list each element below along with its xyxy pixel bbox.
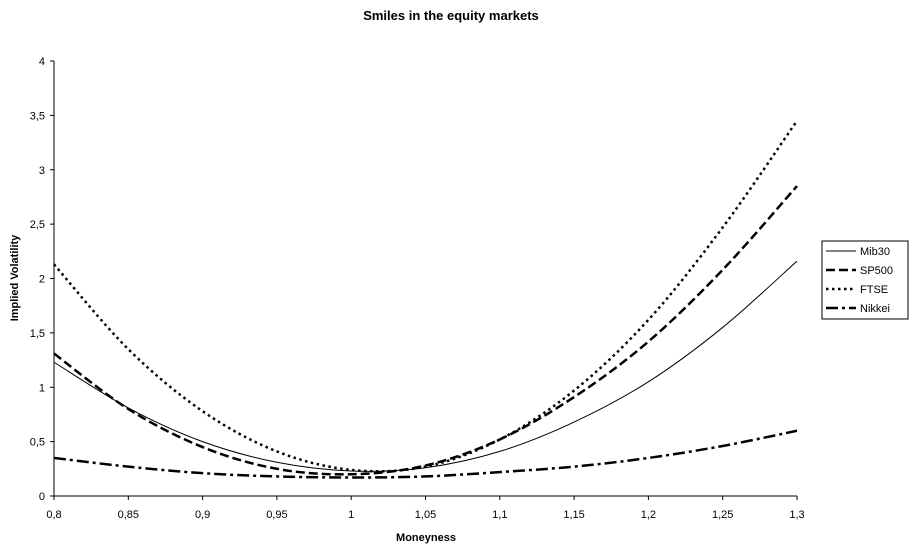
y-tick-label: 1,5 <box>30 328 45 340</box>
y-tick-label: 1 <box>39 382 45 394</box>
series-line-ftse <box>53 120 799 473</box>
x-tick-label: 1 <box>348 509 354 521</box>
x-tick-label: 1,2 <box>641 509 656 521</box>
chart-title: Smiles in the equity markets <box>363 8 539 23</box>
legend-label-mib30: Mib30 <box>860 246 890 258</box>
y-tick-label: 3,5 <box>30 110 45 122</box>
x-tick-label: 1,3 <box>789 509 804 521</box>
x-axis-title: Moneyness <box>396 532 456 544</box>
legend-label-ftse: FTSE <box>860 284 888 296</box>
y-tick-label: 2,5 <box>30 219 45 231</box>
y-tick-label: 4 <box>39 56 45 68</box>
plot-area: 0 0,5 1 1,5 2 2,5 3 3,5 4 0,8 0,85 0,9 0,95 1 1,05 1,1 1… <box>30 56 805 521</box>
y-tick-label: 0,5 <box>30 437 45 449</box>
series-line-nikkei <box>53 429 798 479</box>
legend: Mib30 SP500 FTSE Nikkei <box>821 240 909 320</box>
x-tick-label: 0,95 <box>266 509 287 521</box>
y-axis-title: Implied Volatility <box>9 234 21 321</box>
x-tick-label: 1,25 <box>712 509 733 521</box>
legend-label-nikkei: Nikkei <box>860 303 890 315</box>
x-tick-label: 0,8 <box>46 509 61 521</box>
legend-label-sp500: SP500 <box>860 265 893 277</box>
x-tick-label: 1,05 <box>415 509 436 521</box>
y-tick-label: 0 <box>39 491 45 503</box>
x-tick-label: 1,15 <box>563 509 584 521</box>
x-tick-label: 1,1 <box>492 509 507 521</box>
y-tick-label: 3 <box>39 165 45 177</box>
x-tick-label: 0,85 <box>118 509 139 521</box>
series-line-mib30 <box>53 260 798 472</box>
x-tick-label: 0,9 <box>195 509 210 521</box>
legend-box <box>821 240 909 320</box>
y-tick-label: 2 <box>39 274 45 286</box>
series-line-sp500 <box>53 185 798 476</box>
